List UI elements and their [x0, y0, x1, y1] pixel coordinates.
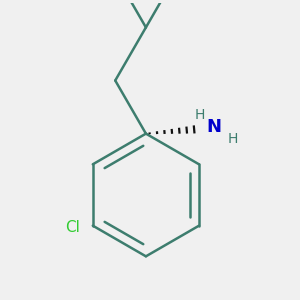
Text: N: N	[207, 118, 222, 136]
Text: H: H	[227, 132, 238, 146]
Text: Cl: Cl	[65, 220, 80, 235]
Text: H: H	[195, 108, 205, 122]
